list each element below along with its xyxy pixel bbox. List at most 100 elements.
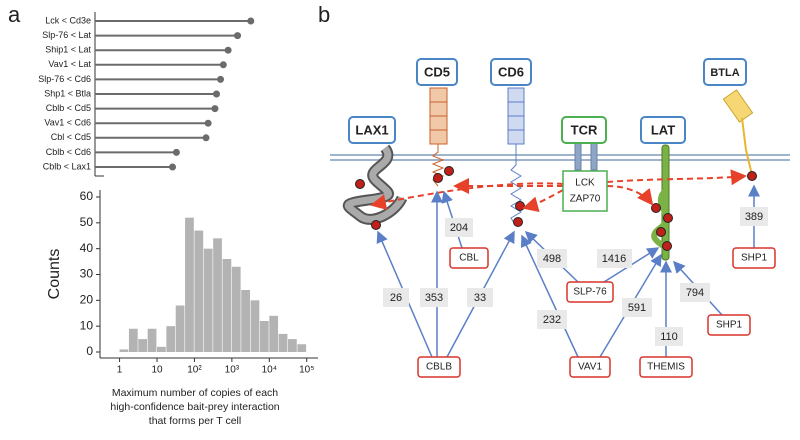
edge-box — [537, 310, 567, 329]
edge-label: 204 — [450, 222, 468, 234]
x-axis-label: high-confidence bait-prey interaction — [110, 401, 279, 413]
edge-label: 1416 — [602, 253, 626, 265]
cd6-shape — [507, 87, 525, 145]
category-label: Ship1 < Lat — [45, 45, 91, 55]
lollipop-head — [219, 61, 227, 69]
btla-tail — [741, 117, 753, 176]
arrow — [522, 189, 564, 213]
lollipop-head — [211, 105, 219, 113]
histogram-bar — [166, 326, 176, 352]
phospho-site — [371, 220, 381, 230]
y-tick-label: 60 — [80, 189, 94, 203]
y-tick-label: 20 — [80, 293, 94, 307]
kinase-label: ZAP70 — [570, 194, 601, 205]
arrow — [520, 234, 579, 358]
phospho-site — [444, 166, 454, 176]
edge-box — [467, 288, 493, 307]
effector-label: SLP-76 — [573, 287, 607, 298]
lollipop-head — [204, 119, 212, 127]
edge-label: 232 — [543, 314, 561, 326]
effector-label: THEMIS — [647, 362, 685, 373]
arrow — [606, 185, 654, 206]
histogram-bar — [213, 238, 222, 352]
cd6-tail — [510, 144, 522, 227]
arrow — [606, 169, 747, 186]
effector-box — [707, 314, 751, 336]
protein-label: LAX1 — [355, 122, 388, 137]
histogram-bar — [250, 300, 260, 352]
category-label: Cblb < Cd6 — [46, 147, 91, 157]
panel-label: a — [8, 2, 21, 27]
category-label: Lck < Cd3e — [45, 15, 91, 25]
category-label: Cbl < Cd5 — [51, 132, 91, 142]
y-tick-label: 40 — [80, 241, 94, 255]
histogram-bar — [185, 217, 194, 352]
effector-label: SHP1 — [741, 253, 768, 264]
effector-box — [569, 356, 611, 378]
panel-label: b — [318, 2, 330, 27]
x-tick-label: 10⁵ — [299, 365, 314, 376]
category-label: Shp1 < Btla — [44, 88, 91, 98]
effector-box — [449, 247, 489, 269]
protein-label: CD6 — [498, 64, 524, 79]
x-tick-label: 10² — [187, 365, 202, 376]
histogram-bar — [138, 339, 148, 352]
lollipop-head — [172, 148, 180, 156]
y-tick-label: 30 — [80, 267, 94, 281]
edge-box — [597, 249, 632, 268]
x-tick-label: 10 — [151, 365, 163, 376]
protein-box — [703, 58, 747, 86]
x-tick-label: 10⁴ — [262, 365, 277, 376]
category-label: Cblb < Cd5 — [46, 103, 91, 113]
cd5-shape — [429, 87, 448, 145]
x-tick-label: 10³ — [225, 365, 240, 376]
x-axis-label: that forms per T cell — [149, 415, 241, 427]
protein-box — [640, 116, 686, 144]
category-label: Vav1 < Lat — [48, 59, 91, 69]
lollipop-head — [202, 134, 210, 142]
edge-label: 33 — [474, 292, 486, 304]
effector-label: VAV1 — [578, 362, 603, 373]
edge-box — [680, 283, 710, 302]
y-axis-label: Counts — [46, 249, 63, 300]
category-label: Vav1 < Cd6 — [44, 118, 91, 128]
edge-label: 794 — [686, 287, 704, 299]
btla-shape — [722, 89, 754, 123]
effector-box — [417, 356, 461, 378]
edge-box — [383, 288, 409, 307]
histogram-bar — [175, 305, 185, 352]
lollipop-head — [234, 32, 242, 40]
histogram-bar — [259, 321, 269, 352]
phospho-site — [355, 179, 365, 189]
phospho-site — [513, 217, 523, 227]
histogram-bar — [128, 328, 138, 352]
edge-box — [420, 288, 448, 307]
histogram-bar — [119, 349, 129, 352]
phospho-site — [433, 173, 443, 183]
histogram-bar — [157, 346, 166, 352]
effector-label: CBLB — [426, 362, 452, 373]
phospho-site — [662, 241, 672, 251]
y-tick-label: 50 — [80, 215, 94, 229]
kinase-box — [562, 170, 608, 212]
kinase-label: LCK — [575, 178, 595, 189]
effector-label: SHP1 — [716, 320, 743, 331]
lax1-shape — [344, 145, 406, 223]
protein-label: LAT — [651, 122, 675, 137]
protein-box — [490, 58, 532, 86]
x-axis-label: Maximum number of copies of each — [112, 387, 278, 399]
effector-box — [732, 247, 776, 269]
histogram-bar — [147, 328, 157, 352]
category-label: Cblb < Lax1 — [43, 161, 91, 171]
lollipop-head — [247, 17, 255, 25]
x-tick-label: 1 — [117, 365, 123, 376]
histogram-bar — [231, 266, 241, 352]
histogram-bar — [288, 339, 297, 352]
protein-box — [416, 58, 458, 86]
phospho-site — [663, 213, 673, 223]
edge-box — [445, 218, 473, 237]
phospho-site — [656, 227, 666, 237]
lollipop-head — [169, 163, 177, 171]
lollipop-head — [217, 75, 225, 83]
